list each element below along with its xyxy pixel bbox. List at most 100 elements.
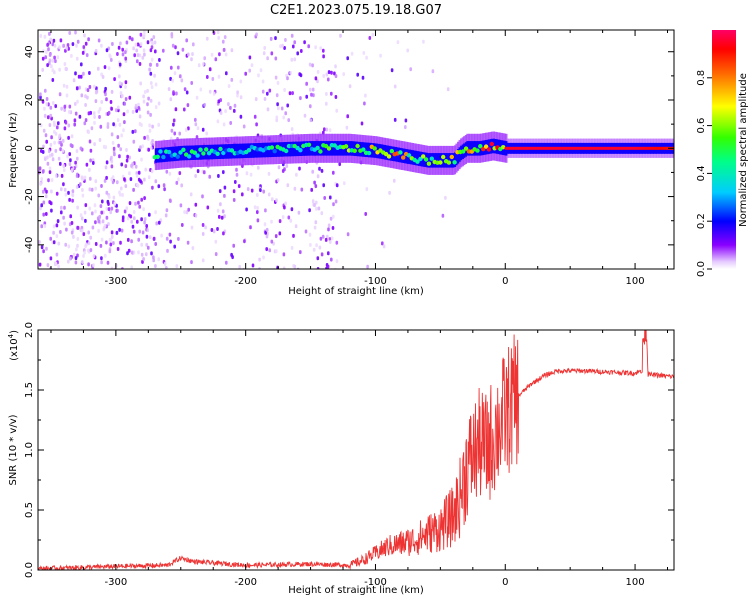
spectrogram-x-tick-label: 100 <box>626 276 645 287</box>
spectrogram-noise-cell <box>266 107 270 112</box>
spectrogram-noise-cell <box>68 152 71 157</box>
spectrogram-noise-cell <box>255 32 258 37</box>
spectrogram-noise-cell <box>157 257 160 262</box>
spectrogram-noise-cell <box>108 194 111 199</box>
signal-core <box>415 159 420 164</box>
spectrogram-noise-cell <box>330 257 333 262</box>
spectrogram-noise-cell <box>48 166 52 171</box>
spectrogram-noise-cell <box>124 50 127 55</box>
signal-band <box>162 147 165 163</box>
spectrogram-noise-cell <box>123 177 126 182</box>
spectrogram-noise-cell <box>230 77 234 82</box>
spectrogram-noise-cell <box>364 212 367 216</box>
spectrogram-noise-cell <box>335 108 338 113</box>
spectrogram-noise-cell <box>276 102 279 107</box>
spectrogram-noise-cell <box>89 148 93 153</box>
spectrogram-noise-cell <box>146 102 149 107</box>
spectrogram-noise-cell <box>123 101 126 106</box>
spectrogram-noise-cell <box>236 90 239 95</box>
signal-band <box>333 141 337 156</box>
spectrogram-noise-cell <box>319 46 322 51</box>
spectrogram-noise-cell <box>152 236 156 241</box>
snr-x-tick-label: -200 <box>234 577 257 588</box>
spectrogram-noise-cell <box>61 138 65 143</box>
spectrogram-noise-cell <box>322 74 325 78</box>
spectrogram-noise-cell <box>100 184 103 188</box>
spectrogram-noise-cell <box>229 105 232 110</box>
spectrogram-noise-cell <box>74 256 78 261</box>
signal-core <box>486 147 492 152</box>
spectrogram-noise-cell <box>145 224 148 228</box>
spectrogram-noise-cell <box>169 239 172 244</box>
spectrogram-noise-cell <box>222 122 226 127</box>
spectrogram-noise-cell <box>67 123 71 128</box>
spectrogram-noise-cell <box>153 73 156 78</box>
spectrogram-noise-cell <box>102 144 106 149</box>
spectrogram-noise-cell <box>176 51 180 56</box>
snr-y-tick-label: 2.0 <box>24 322 35 338</box>
spectrogram-noise-cell <box>72 234 75 239</box>
colorbar-tick-label: 0.0 <box>696 261 707 277</box>
spectrogram-noise-cell <box>250 63 254 68</box>
spectrogram-noise-cell <box>79 213 83 218</box>
spectrogram-noise-cell <box>281 43 284 48</box>
spectrogram-noise-cell <box>62 215 65 220</box>
spectrogram-noise-cell <box>379 53 382 58</box>
signal-core <box>284 148 289 154</box>
spectrogram-noise-cell <box>309 104 312 109</box>
spectrogram-noise-cell <box>101 199 104 204</box>
spectrogram-noise-cell <box>86 95 89 100</box>
spectrogram-noise-cell <box>143 90 147 94</box>
spectrogram-noise-cell <box>223 185 227 190</box>
spectrogram-noise-cell <box>264 208 267 213</box>
spectrogram-noise-cell <box>233 103 237 108</box>
spectrogram-noise-cell <box>130 219 133 224</box>
spectrogram-noise-cell <box>314 220 318 225</box>
spectrogram-noise-cell <box>76 225 80 230</box>
spectrogram-noise-cell <box>249 172 253 177</box>
spectrogram-noise-cell <box>165 208 169 213</box>
spectrogram-noise-cell <box>194 117 197 122</box>
spectrogram-noise-cell <box>191 52 194 57</box>
spectrogram-noise-cell <box>110 177 114 182</box>
spectrogram-noise-cell <box>55 191 59 196</box>
spectrogram-noise-cell <box>293 57 296 62</box>
spectrogram-noise-cell <box>279 44 282 49</box>
spectrogram-noise-cell <box>253 205 257 210</box>
spectrogram-noise-cell <box>175 91 178 96</box>
spectrogram-noise-cell <box>172 118 176 123</box>
spectrogram-noise-cell <box>66 154 69 159</box>
spectrogram-noise-cell <box>49 142 53 147</box>
spectrogram-noise-cell <box>138 122 142 126</box>
spectrogram-noise-cell <box>250 188 254 193</box>
spectrogram-noise-cell <box>82 254 85 258</box>
spectrogram-noise-cell <box>137 102 140 107</box>
spectrogram-noise-cell <box>327 223 331 228</box>
spectrogram-noise-cell <box>137 106 141 110</box>
spectrogram-noise-cell <box>75 173 79 178</box>
spectrogram-noise-cell <box>171 78 174 83</box>
spectrogram-noise-cell <box>319 236 323 241</box>
spectrogram-noise-cell <box>311 63 314 68</box>
snr-x-tick-label: 100 <box>626 577 645 588</box>
spectrogram-noise-cell <box>327 251 330 256</box>
spectrogram-noise-cell <box>315 243 318 248</box>
signal-band <box>164 147 167 162</box>
spectrogram-noise-cell <box>170 65 173 70</box>
spectrogram-noise-cell <box>48 53 52 57</box>
spectrogram-noise-cell <box>97 228 100 233</box>
spectrogram-noise-cell <box>178 171 182 176</box>
spectrogram-noise-cell <box>118 81 122 86</box>
spectrogram-noise-cell <box>120 133 123 138</box>
spectrogram-noise-cell <box>42 249 45 254</box>
spectrogram-noise-cell <box>105 97 108 102</box>
spectrogram-noise-cell <box>139 145 142 150</box>
spectrogram-noise-cell <box>346 56 349 61</box>
spectrogram-marks <box>38 30 674 269</box>
spectrogram-noise-cell <box>98 214 101 219</box>
spectrogram-noise-cell <box>54 59 57 64</box>
spectrogram-noise-cell <box>79 146 83 151</box>
spectrogram-noise-cell <box>62 164 66 169</box>
signal-core <box>446 160 452 165</box>
spectrogram-noise-cell <box>232 189 236 194</box>
